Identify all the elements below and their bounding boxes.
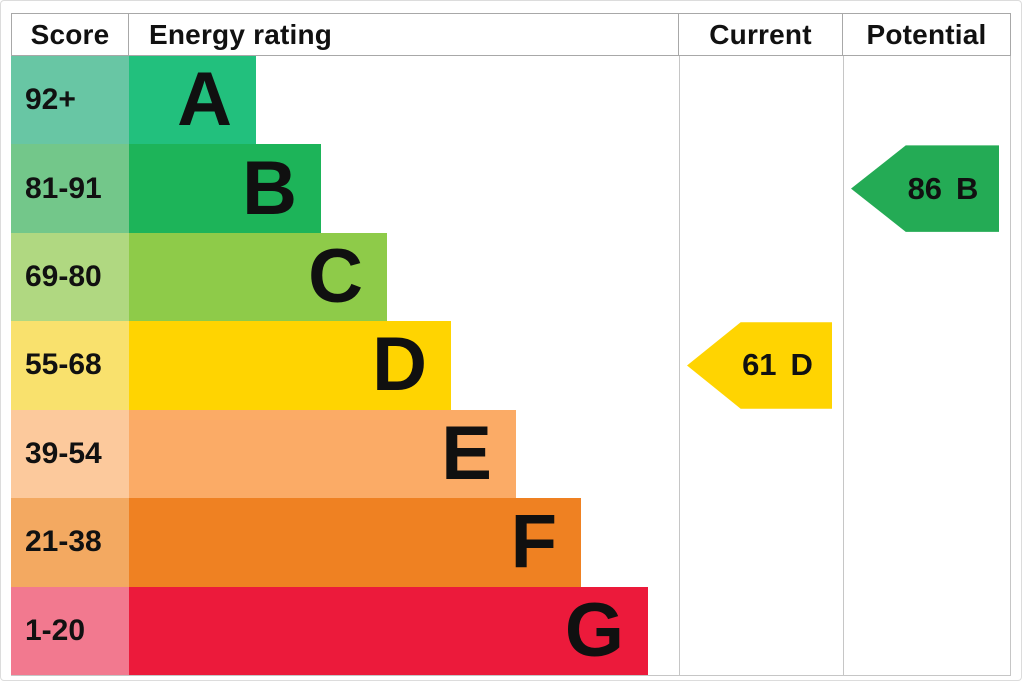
score-range-label: 92+ xyxy=(11,56,129,145)
score-range-label: 55-68 xyxy=(11,321,129,410)
current-arrow-value: 61 xyxy=(742,347,777,383)
rating-letter: B xyxy=(242,145,297,231)
band-row: 55-68 D 61 D xyxy=(11,321,1011,410)
current-column-cell xyxy=(679,586,843,675)
band-row: 92+ A xyxy=(11,56,1011,145)
current-column-cell xyxy=(679,409,843,499)
rating-letter: E xyxy=(441,410,492,496)
bar-area: C xyxy=(129,232,679,322)
epc-table: Score Energy rating Current Potential 92… xyxy=(11,13,1011,676)
score-header: Score xyxy=(11,13,129,56)
rating-bar: G xyxy=(129,586,648,675)
table-header: Score Energy rating Current Potential xyxy=(11,13,1011,56)
bar-area: G xyxy=(129,586,679,675)
rating-bar: F xyxy=(129,498,581,587)
rating-bar: E xyxy=(129,409,516,499)
rating-bar: C xyxy=(129,232,387,322)
bar-area: B xyxy=(129,144,679,233)
current-arrow: 61 D xyxy=(687,322,832,409)
score-range-label: 39-54 xyxy=(11,409,129,499)
rating-letter: A xyxy=(177,57,232,143)
current-column-cell xyxy=(679,232,843,322)
potential-arrow: 86 B xyxy=(851,145,999,232)
current-column-cell xyxy=(679,56,843,145)
current-column-cell xyxy=(679,498,843,587)
band-row: 81-91 B 86 B xyxy=(11,144,1011,233)
score-range-label: 81-91 xyxy=(11,144,129,233)
rating-bar: D xyxy=(129,321,451,410)
potential-column-cell xyxy=(843,56,1011,145)
current-column-cell xyxy=(679,144,843,233)
potential-column-cell xyxy=(843,409,1011,499)
bar-area: A xyxy=(129,56,679,145)
rating-letter: G xyxy=(564,587,624,673)
rating-letter: C xyxy=(308,234,363,320)
potential-column-cell xyxy=(843,232,1011,322)
band-rows: 92+ A 81-91 B 86 B 69-80 C 55-68 xyxy=(11,56,1011,676)
rating-letter: F xyxy=(510,499,557,585)
current-header: Current xyxy=(679,13,843,56)
band-row: 1-20 G xyxy=(11,586,1011,675)
potential-arrow-value: 86 xyxy=(907,170,943,206)
rating-bar: A xyxy=(129,56,256,145)
potential-column-cell xyxy=(843,498,1011,587)
band-row: 21-38 F xyxy=(11,498,1011,587)
score-range-label: 1-20 xyxy=(11,586,129,675)
bar-area: E xyxy=(129,409,679,499)
bar-area: F xyxy=(129,498,679,587)
score-range-label: 69-80 xyxy=(11,232,129,322)
energy-rating-header: Energy rating xyxy=(129,13,679,56)
band-row: 69-80 C xyxy=(11,232,1011,322)
potential-arrow-letter: B xyxy=(956,170,979,206)
score-range-label: 21-38 xyxy=(11,498,129,587)
potential-header: Potential xyxy=(843,13,1011,56)
potential-column-cell: 86 B xyxy=(843,144,1011,233)
bar-area: D xyxy=(129,321,679,410)
rating-letter: D xyxy=(372,322,427,408)
potential-column-cell xyxy=(843,321,1011,410)
rating-bar: B xyxy=(129,144,321,233)
current-arrow-letter: D xyxy=(790,347,813,383)
band-row: 39-54 E xyxy=(11,409,1011,499)
current-column-cell: 61 D xyxy=(679,321,843,410)
potential-column-cell xyxy=(843,586,1011,675)
